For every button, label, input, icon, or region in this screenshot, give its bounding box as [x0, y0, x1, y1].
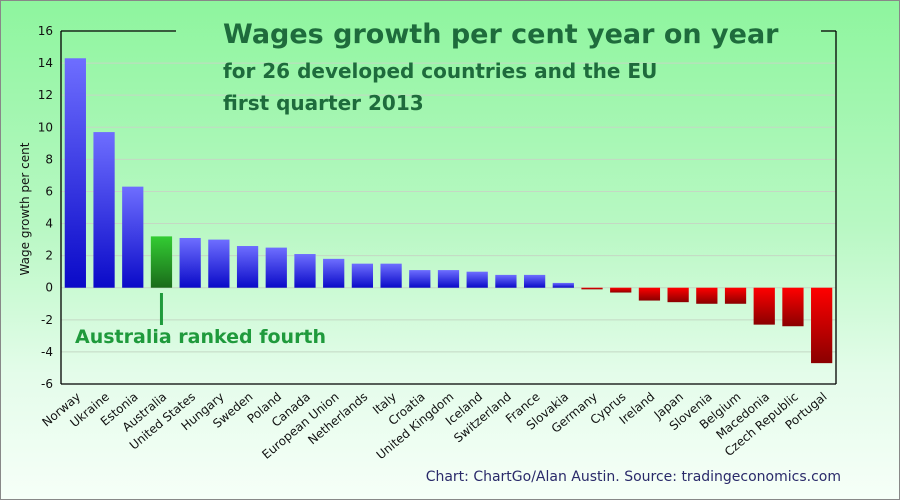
chart-subtitle-line-2: first quarter 2013: [223, 91, 424, 115]
y-tick-label: 8: [45, 152, 53, 166]
bar-italy: [380, 263, 402, 288]
y-tick-label: 12: [38, 88, 53, 102]
y-tick-label: 4: [45, 217, 53, 231]
bar-european-union: [323, 258, 345, 288]
bar-australia: [150, 236, 173, 288]
y-tick-label: 10: [38, 120, 53, 134]
y-tick-label: 0: [45, 281, 53, 295]
axes: [60, 30, 837, 385]
bar-poland: [265, 247, 287, 288]
bar-hungary: [208, 239, 230, 288]
y-tick-label: 14: [38, 56, 53, 70]
gridlines: [61, 62, 836, 353]
y-tick-label: -2: [41, 313, 53, 327]
bar-portugal: [811, 287, 833, 364]
bar-united-kingdom: [437, 270, 460, 288]
bar-japan: [667, 287, 689, 303]
bar-croatia: [409, 270, 431, 288]
bar-iceland: [466, 271, 488, 288]
bar-switzerland: [495, 274, 517, 288]
bar-macedonia: [753, 287, 775, 325]
y-tick-label: 16: [38, 24, 53, 38]
bar-france: [523, 274, 546, 288]
bar-ukraine: [93, 132, 115, 288]
bar-germany: [581, 287, 603, 290]
y-tick-labels: 16 14 12 10 8 6 4 2 0 -2 -4 -6: [38, 24, 53, 391]
bar-estonia: [122, 186, 144, 288]
bar-ireland: [638, 287, 661, 301]
bar-netherlands: [351, 263, 374, 288]
bar-united-states: [179, 237, 201, 288]
y-tick-label: 6: [45, 184, 53, 198]
chart-subtitle-line-1: for 26 developed countries and the EU: [223, 59, 657, 83]
bar-slovakia: [552, 282, 574, 288]
bar-sweden: [236, 246, 259, 288]
bar-norway: [64, 58, 86, 288]
source-credit: Chart: ChartGo/Alan Austin. Source: trad…: [426, 469, 841, 485]
bar-slovenia: [696, 287, 718, 304]
y-tick-label: 2: [45, 249, 53, 263]
chart-title: Wages growth per cent year on year: [223, 19, 779, 50]
bar-canada: [294, 254, 316, 288]
y-tick-label: -6: [41, 377, 53, 391]
bar-cyprus: [610, 287, 632, 293]
bar-belgium: [724, 287, 747, 304]
y-tick-label: -4: [41, 345, 53, 359]
annotation-text: Australia ranked fourth: [75, 326, 326, 348]
y-axis-label: Wage growth per cent: [18, 142, 32, 275]
bar-czech-republic: [782, 287, 804, 327]
bars: [64, 58, 833, 364]
